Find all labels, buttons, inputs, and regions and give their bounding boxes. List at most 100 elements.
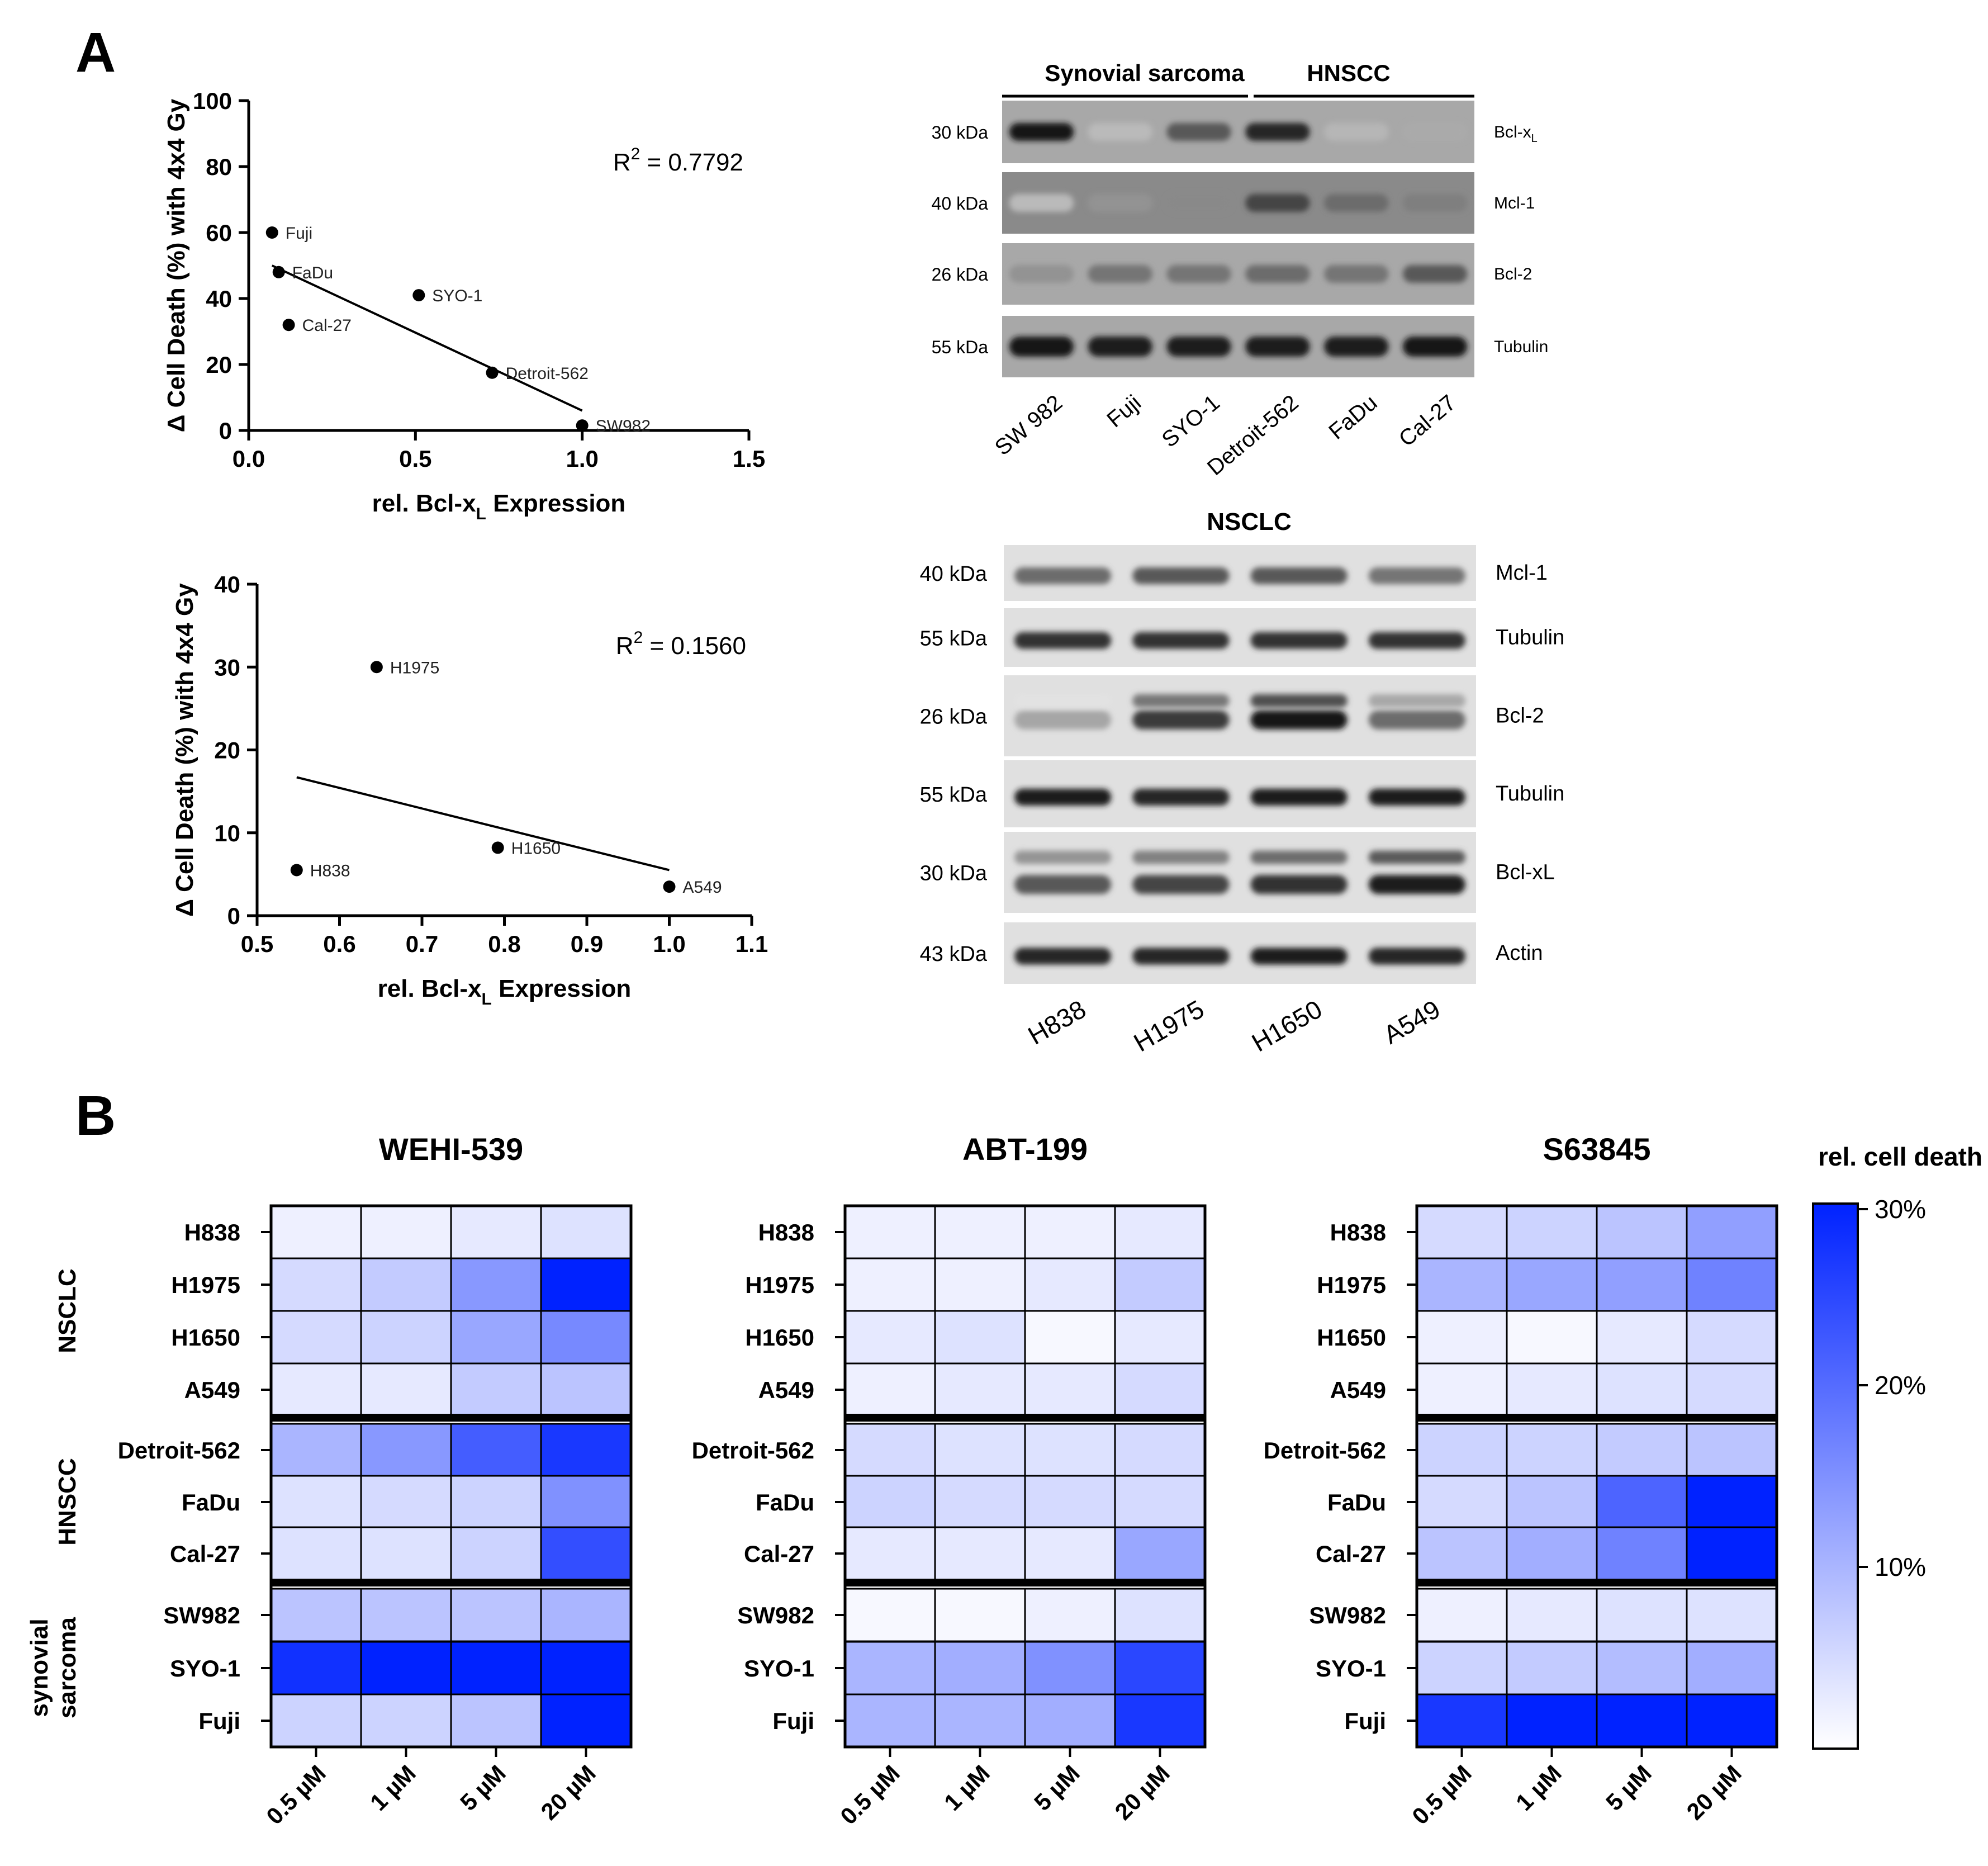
protein-label: Tubulin xyxy=(1494,338,1548,356)
heatmap-cell xyxy=(1506,1205,1598,1259)
heatmap-cell xyxy=(844,1257,936,1312)
protein-band xyxy=(1402,265,1468,283)
data-point-fuji xyxy=(265,226,278,239)
col-label: 5 µM xyxy=(1029,1760,1085,1816)
heatmap-cell xyxy=(1024,1526,1116,1581)
x-tick-label: 1.5 xyxy=(733,446,765,472)
heatmap-cell xyxy=(1686,1475,1778,1529)
y-tick-label: 30 xyxy=(214,654,240,680)
y-axis-label: Δ Cell Death (%) with 4x4 Gy xyxy=(171,583,198,917)
protein-band xyxy=(1009,194,1074,212)
col-label: 20 µM xyxy=(1109,1760,1174,1825)
heatmap-cell xyxy=(270,1205,362,1259)
heatmap-cell xyxy=(450,1641,542,1695)
protein-band-upper xyxy=(1132,850,1230,864)
heatmap-cell xyxy=(1416,1362,1508,1417)
group-separator xyxy=(1416,1414,1778,1422)
heatmap-cell xyxy=(934,1310,1026,1365)
heatmap-cell xyxy=(450,1423,542,1477)
heatmap-cell xyxy=(1596,1310,1688,1365)
heatmap-cell xyxy=(1024,1641,1116,1695)
heatmap-cell xyxy=(360,1693,452,1748)
colorbar-title: rel. cell death xyxy=(1818,1142,1982,1171)
row-label: SYO-1 xyxy=(744,1655,814,1682)
protein-band xyxy=(1368,948,1465,965)
col-label: 20 µM xyxy=(1681,1760,1746,1825)
row-label: A549 xyxy=(758,1377,814,1403)
heatmap-cell xyxy=(1686,1526,1778,1581)
heatmap-cell xyxy=(1506,1310,1598,1365)
kda-label: 43 kDa xyxy=(920,943,988,966)
row-label: Fuji xyxy=(772,1708,814,1734)
heatmap-cell xyxy=(844,1475,936,1529)
row-label: Cal-27 xyxy=(170,1541,240,1567)
heatmap-cell xyxy=(450,1205,542,1259)
blot-title-nsclc: NSCLC xyxy=(1207,508,1292,536)
heatmap-cell xyxy=(1114,1693,1206,1748)
heatmap-cell xyxy=(1686,1310,1778,1365)
protein-band-upper xyxy=(1250,694,1348,708)
blot-strip xyxy=(1002,101,1474,163)
y-axis-label: Δ Cell Death (%) with 4x4 Gy xyxy=(163,98,190,432)
heatmap-cell xyxy=(1506,1423,1598,1477)
heatmap-cell xyxy=(1024,1588,1116,1642)
data-point-syo-1 xyxy=(412,289,425,302)
heatmap-cell xyxy=(1686,1423,1778,1477)
row-label: Detroit-562 xyxy=(118,1437,240,1464)
blot-strip xyxy=(1002,243,1474,305)
heatmap-cell xyxy=(540,1205,632,1259)
protein-band-upper xyxy=(1250,850,1348,864)
protein-label: Tubulin xyxy=(1496,626,1564,650)
heatmap-cell xyxy=(934,1693,1026,1748)
group-label-nsclc: NSCLC xyxy=(54,1268,81,1353)
heatmap-cell xyxy=(844,1588,936,1642)
heatmap-cell xyxy=(1024,1205,1116,1259)
heatmap-cell xyxy=(844,1362,936,1417)
row-label: H838 xyxy=(758,1219,814,1245)
row-label: H1975 xyxy=(1317,1272,1386,1298)
protein-band xyxy=(1250,789,1348,806)
protein-band xyxy=(1088,194,1152,212)
blot-strip xyxy=(1002,172,1474,234)
col-label: 1 µM xyxy=(939,1760,995,1816)
kda-label: 55 kDa xyxy=(920,783,988,807)
protein-band xyxy=(1324,265,1389,283)
heatmap-cell xyxy=(450,1526,542,1581)
data-point-detroit-562 xyxy=(486,366,499,379)
kda-label: 55 kDa xyxy=(932,337,989,357)
heatmap-cell xyxy=(1416,1423,1508,1477)
row-label: FaDu xyxy=(182,1489,240,1515)
heatmap-cell xyxy=(540,1257,632,1312)
protein-band xyxy=(1132,875,1230,894)
protein-label: Tubulin xyxy=(1496,782,1564,806)
protein-label: Mcl-1 xyxy=(1496,561,1548,585)
heatmap-frame xyxy=(843,1204,1207,1749)
protein-band xyxy=(1009,337,1074,357)
protein-band xyxy=(1132,632,1230,649)
protein-band xyxy=(1009,265,1074,283)
protein-band xyxy=(1250,710,1348,730)
lane-label: H1975 xyxy=(1128,994,1208,1058)
x-axis-label: rel. Bcl-xL Expression xyxy=(372,490,626,523)
heatmap-cell xyxy=(540,1526,632,1581)
protein-band-upper xyxy=(1368,694,1465,708)
western-blot-1: Synovial sarcoma HNSCC 30 kDa Bcl-xL 40 kDa M… xyxy=(932,60,1549,480)
heatmap-cell xyxy=(1114,1257,1206,1312)
heatmap-cell xyxy=(1686,1588,1778,1642)
heatmap-cell xyxy=(844,1310,936,1365)
kda-label: 30 kDa xyxy=(920,862,988,885)
row-label: H838 xyxy=(1330,1219,1386,1245)
protein-band xyxy=(1132,948,1230,965)
heatmap-cell xyxy=(1506,1362,1598,1417)
heatmap-cell xyxy=(1416,1475,1508,1529)
heatmap-group: WEHI-539 H838 H1975 H1650 A549 Detroit-562 FaD… xyxy=(26,1131,1982,1830)
heatmap-cell xyxy=(1686,1641,1778,1695)
colorbar-tick-label: 10% xyxy=(1875,1552,1926,1581)
group-separator xyxy=(270,1579,632,1586)
protein-band xyxy=(1014,948,1112,965)
data-point-a549 xyxy=(663,880,676,893)
heatmap-cell xyxy=(844,1423,936,1477)
heatmap-cell xyxy=(934,1257,1026,1312)
row-label: H838 xyxy=(184,1219,240,1245)
protein-label: Actin xyxy=(1496,941,1543,965)
